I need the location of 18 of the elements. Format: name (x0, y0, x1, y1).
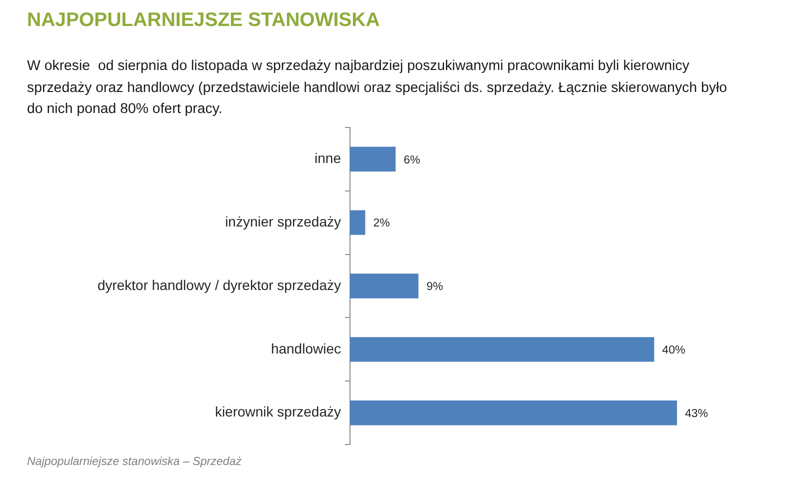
data-label: 6% (404, 154, 420, 166)
data-label: 9% (426, 281, 444, 294)
bar (350, 210, 366, 235)
bar (350, 146, 396, 172)
chart-subtitle: W okresie od sierpnia do listopada w sprzedaży najbardziej poszukiwanymi pracownikami byli kierownicy sprzedaży oraz handlowcy (przedstawiciele handlowi oraz specjaliści ds. sprzedaży. Łącznie skierowanych było do nich ponad 80% ofert pracy. (27, 57, 728, 119)
bar (350, 400, 677, 426)
y-tick-label: dyrektor handlowy / dyrektor sprzedaży (97, 276, 341, 293)
y-tick-label: inne (314, 150, 342, 166)
bar (350, 337, 654, 362)
data-label: 2% (373, 218, 390, 230)
data-label: 43% (685, 408, 708, 420)
bar (350, 274, 418, 298)
chart-title: NAJPOPULARNIEJSZE STANOWISKA (27, 9, 380, 32)
data-label: 40% (662, 344, 686, 357)
y-tick-label: inżynier sprzedaży (225, 213, 341, 230)
y-tick-label: kierownik sprzedaży (214, 404, 341, 420)
y-tick-label: handlowiec (270, 340, 341, 356)
text: Najpopularniejsze stanowiska – Sprzedaż (27, 455, 242, 468)
